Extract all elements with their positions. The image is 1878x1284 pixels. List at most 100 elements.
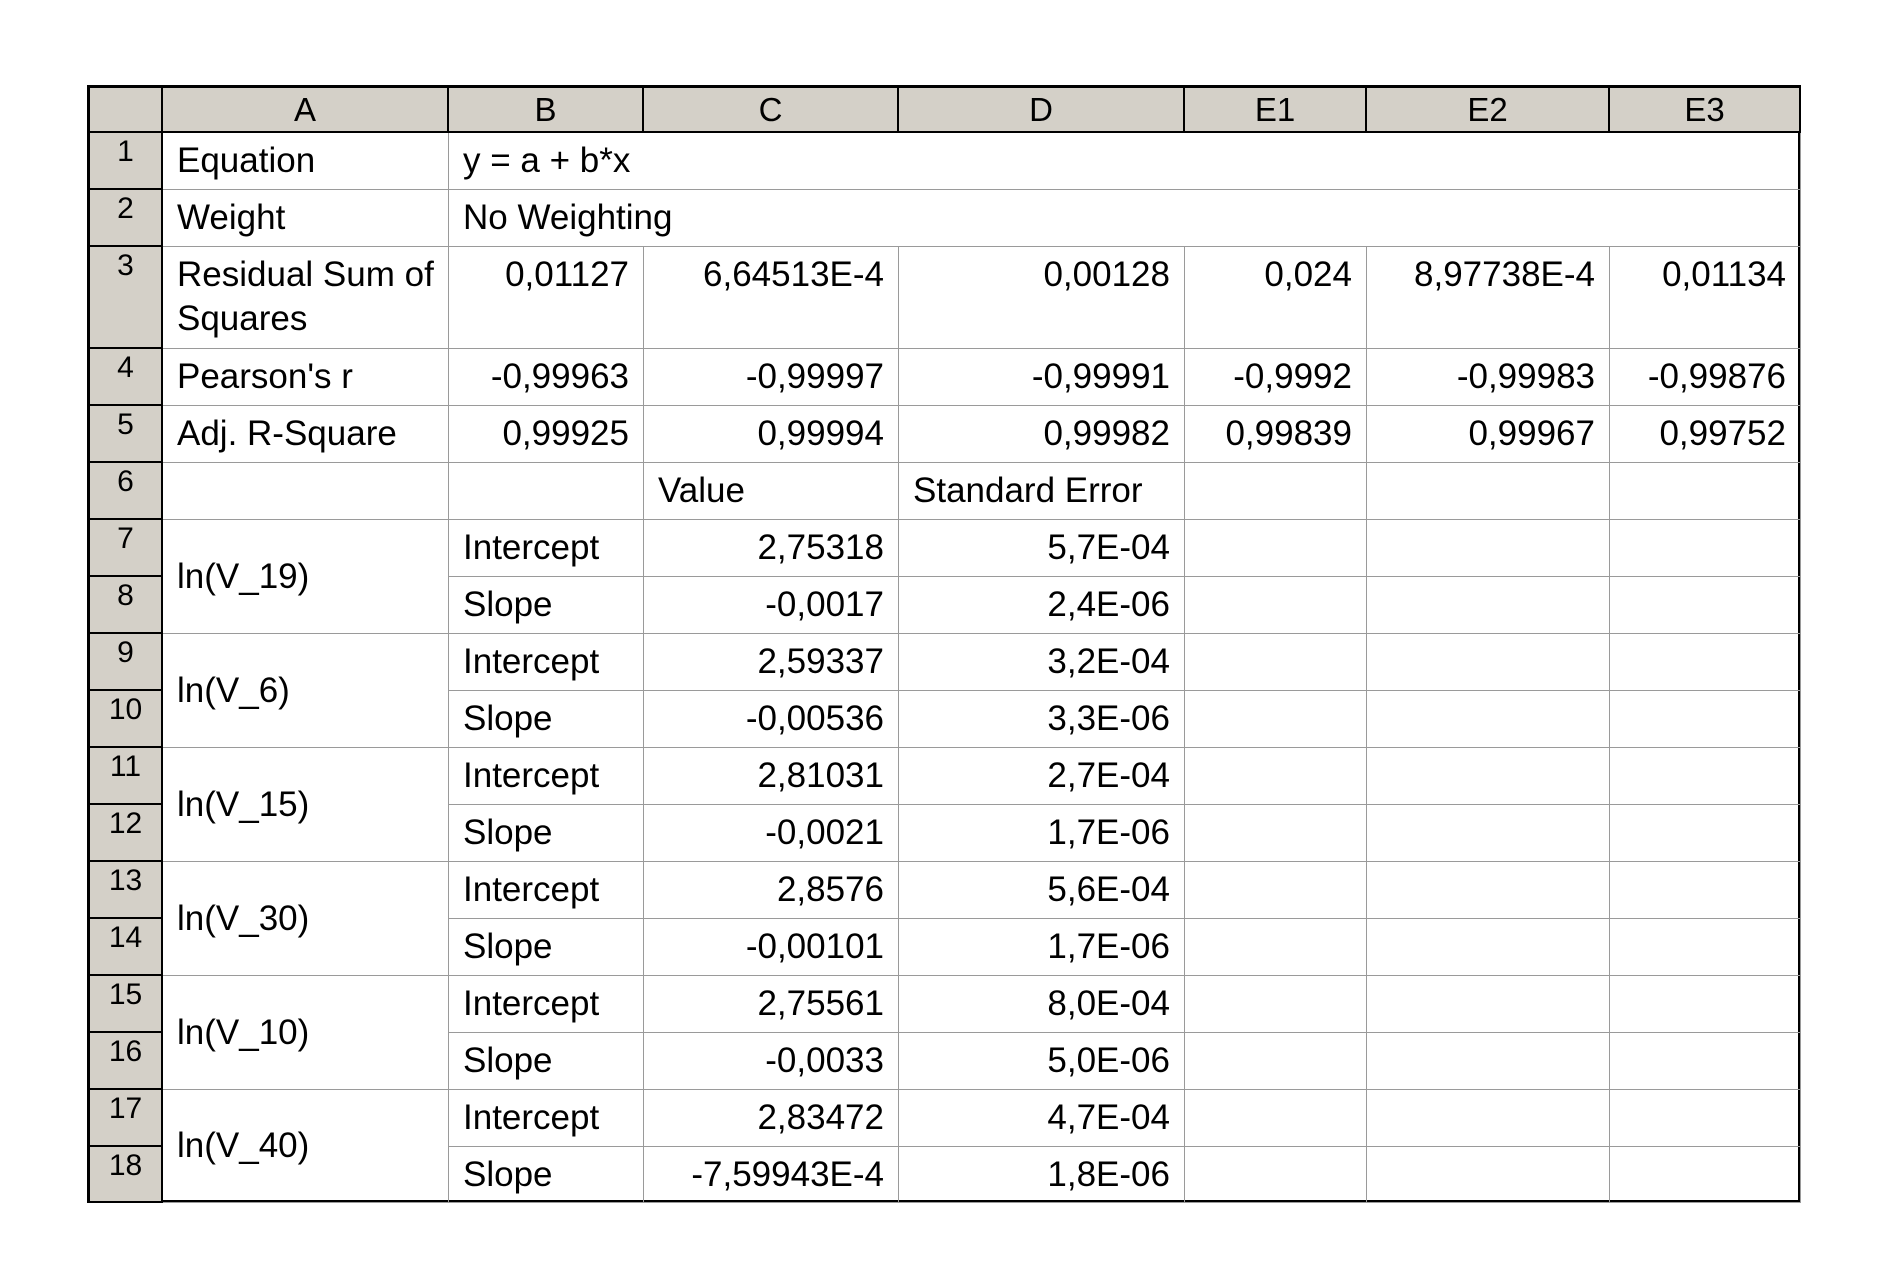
- row-header[interactable]: 7: [90, 520, 163, 577]
- param-stderr[interactable]: 3,3E-06: [899, 691, 1185, 748]
- adj-r-square-value[interactable]: 0,99982: [899, 406, 1185, 463]
- empty-cell[interactable]: [1610, 862, 1801, 919]
- value-header[interactable]: Value: [644, 463, 899, 520]
- param-name[interactable]: Slope: [449, 919, 644, 976]
- empty-cell[interactable]: [1610, 520, 1801, 577]
- rss-value[interactable]: 0,00128: [899, 247, 1185, 349]
- equation-label[interactable]: Equation: [163, 133, 449, 190]
- pearson-value[interactable]: -0,99991: [899, 349, 1185, 406]
- param-stderr[interactable]: 2,7E-04: [899, 748, 1185, 805]
- pearson-value[interactable]: -0,99963: [449, 349, 644, 406]
- param-value[interactable]: -7,59943E-4: [644, 1147, 899, 1203]
- row-header[interactable]: 18: [90, 1147, 163, 1203]
- adj-r-square-value[interactable]: 0,99839: [1185, 406, 1367, 463]
- empty-cell[interactable]: [1185, 691, 1367, 748]
- param-value[interactable]: -0,00536: [644, 691, 899, 748]
- empty-cell[interactable]: [1185, 1033, 1367, 1090]
- group-label[interactable]: ln(V_15): [163, 748, 449, 862]
- empty-cell[interactable]: [1367, 634, 1610, 691]
- empty-cell[interactable]: [1185, 520, 1367, 577]
- empty-cell[interactable]: [1367, 463, 1610, 520]
- pearson-value[interactable]: -0,99876: [1610, 349, 1801, 406]
- param-name[interactable]: Intercept: [449, 862, 644, 919]
- row-header[interactable]: 12: [90, 805, 163, 862]
- empty-cell[interactable]: [1610, 919, 1801, 976]
- corner-cell[interactable]: [90, 88, 163, 133]
- adj-r-square-value[interactable]: 0,99925: [449, 406, 644, 463]
- row-header[interactable]: 15: [90, 976, 163, 1033]
- weight-value[interactable]: No Weighting: [449, 190, 1801, 247]
- param-name[interactable]: Slope: [449, 805, 644, 862]
- group-label[interactable]: ln(V_40): [163, 1090, 449, 1203]
- param-name[interactable]: Intercept: [449, 1090, 644, 1147]
- pearson-value[interactable]: -0,9992: [1185, 349, 1367, 406]
- empty-cell[interactable]: [1185, 463, 1367, 520]
- empty-cell[interactable]: [1610, 805, 1801, 862]
- empty-cell[interactable]: [1610, 976, 1801, 1033]
- row-header[interactable]: 16: [90, 1033, 163, 1090]
- param-stderr[interactable]: 4,7E-04: [899, 1090, 1185, 1147]
- column-header[interactable]: E1: [1185, 88, 1367, 133]
- empty-cell[interactable]: [1367, 520, 1610, 577]
- column-header[interactable]: E2: [1367, 88, 1610, 133]
- param-name[interactable]: Intercept: [449, 520, 644, 577]
- column-header[interactable]: C: [644, 88, 899, 133]
- empty-cell[interactable]: [1185, 577, 1367, 634]
- rss-value[interactable]: 0,024: [1185, 247, 1367, 349]
- empty-cell[interactable]: [1367, 805, 1610, 862]
- stderr-header[interactable]: Standard Error: [899, 463, 1185, 520]
- adj-r-square-value[interactable]: 0,99994: [644, 406, 899, 463]
- row-header[interactable]: 10: [90, 691, 163, 748]
- param-value[interactable]: 2,81031: [644, 748, 899, 805]
- empty-cell[interactable]: [1367, 1033, 1610, 1090]
- empty-cell[interactable]: [1185, 1147, 1367, 1203]
- column-header[interactable]: A: [163, 88, 449, 133]
- empty-cell[interactable]: [1367, 1147, 1610, 1203]
- rss-value[interactable]: 0,01134: [1610, 247, 1801, 349]
- pearson-value[interactable]: -0,99983: [1367, 349, 1610, 406]
- row-header[interactable]: 4: [90, 349, 163, 406]
- empty-cell[interactable]: [163, 463, 449, 520]
- param-stderr[interactable]: 1,7E-06: [899, 805, 1185, 862]
- param-value[interactable]: -0,00101: [644, 919, 899, 976]
- empty-cell[interactable]: [1185, 805, 1367, 862]
- group-label[interactable]: ln(V_19): [163, 520, 449, 634]
- param-value[interactable]: -0,0017: [644, 577, 899, 634]
- param-stderr[interactable]: 5,7E-04: [899, 520, 1185, 577]
- rss-value[interactable]: 0,01127: [449, 247, 644, 349]
- row-header[interactable]: 8: [90, 577, 163, 634]
- param-stderr[interactable]: 5,6E-04: [899, 862, 1185, 919]
- param-name[interactable]: Slope: [449, 691, 644, 748]
- param-value[interactable]: 2,83472: [644, 1090, 899, 1147]
- row-header[interactable]: 3: [90, 247, 163, 349]
- row-header[interactable]: 9: [90, 634, 163, 691]
- row-header[interactable]: 14: [90, 919, 163, 976]
- rss-value[interactable]: 8,97738E-4: [1367, 247, 1610, 349]
- group-label[interactable]: ln(V_6): [163, 634, 449, 748]
- param-name[interactable]: Intercept: [449, 634, 644, 691]
- row-header[interactable]: 17: [90, 1090, 163, 1147]
- param-stderr[interactable]: 3,2E-04: [899, 634, 1185, 691]
- param-name[interactable]: Slope: [449, 577, 644, 634]
- column-header[interactable]: B: [449, 88, 644, 133]
- row-header[interactable]: 2: [90, 190, 163, 247]
- empty-cell[interactable]: [1185, 1090, 1367, 1147]
- row-header[interactable]: 6: [90, 463, 163, 520]
- empty-cell[interactable]: [1367, 862, 1610, 919]
- param-name[interactable]: Slope: [449, 1033, 644, 1090]
- empty-cell[interactable]: [1185, 634, 1367, 691]
- pearson-label[interactable]: Pearson's r: [163, 349, 449, 406]
- empty-cell[interactable]: [1185, 976, 1367, 1033]
- group-label[interactable]: ln(V_30): [163, 862, 449, 976]
- param-stderr[interactable]: 1,8E-06: [899, 1147, 1185, 1203]
- param-value[interactable]: -0,0033: [644, 1033, 899, 1090]
- empty-cell[interactable]: [1610, 1090, 1801, 1147]
- empty-cell[interactable]: [449, 463, 644, 520]
- adj-r-square-value[interactable]: 0,99752: [1610, 406, 1801, 463]
- param-stderr[interactable]: 1,7E-06: [899, 919, 1185, 976]
- row-header[interactable]: 13: [90, 862, 163, 919]
- param-stderr[interactable]: 8,0E-04: [899, 976, 1185, 1033]
- rss-value[interactable]: 6,64513E-4: [644, 247, 899, 349]
- empty-cell[interactable]: [1367, 976, 1610, 1033]
- param-name[interactable]: Slope: [449, 1147, 644, 1203]
